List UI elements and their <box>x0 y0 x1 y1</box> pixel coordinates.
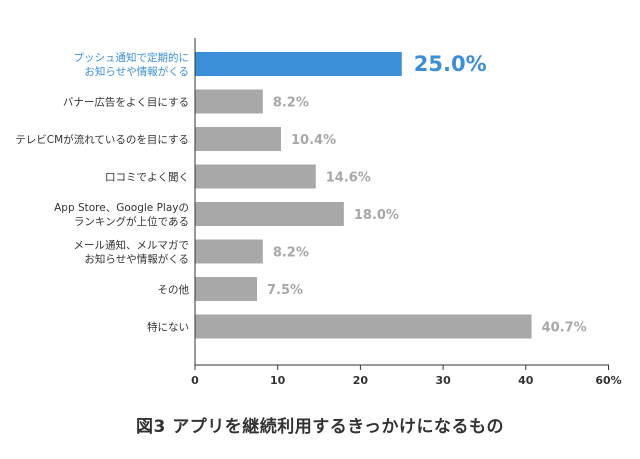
x-tick-label-3: 30 <box>435 374 451 387</box>
bar-4 <box>195 202 344 226</box>
category-label-5-0: メール通知、メルマガで <box>74 239 190 252</box>
value-label-1: 8.2% <box>273 96 309 111</box>
category-label-0-1: お知らせや情報がくる <box>84 65 189 78</box>
category-label-5-1: お知らせや情報がくる <box>84 253 189 266</box>
x-tick-label-5: 60% <box>595 374 621 387</box>
bar-6 <box>195 277 258 301</box>
value-label-7: 40.7% <box>542 321 587 336</box>
value-label-2: 10.4% <box>291 133 336 148</box>
x-tick-label-0: 0 <box>191 374 199 387</box>
bar-5 <box>195 239 263 264</box>
category-label-2: テレビCMが流れているのを目にする <box>15 133 189 146</box>
category-label-7: 特にない <box>147 322 189 334</box>
value-label-4: 18.0% <box>354 208 399 223</box>
bar-3 <box>195 164 316 189</box>
chart-caption: 図3 アプリを継続利用するきっかけになるもの <box>135 417 505 437</box>
category-label-4-1: ランキングが上位である <box>74 215 189 228</box>
bar-1 <box>195 89 263 114</box>
value-label-0: 25.0% <box>414 52 487 76</box>
category-label-3: 口コミでよく聞く <box>105 172 189 184</box>
bar-0 <box>195 52 402 76</box>
category-label-4-0: App Store、Google Playの <box>54 202 189 214</box>
x-tick-label-1: 10 <box>270 374 286 387</box>
x-tick-label-4: 40 <box>518 374 534 387</box>
value-label-3: 14.6% <box>326 171 371 186</box>
category-label-0-0: プッシュ通知で定期的に <box>74 51 190 64</box>
value-label-5: 8.2% <box>273 246 309 261</box>
bar-2 <box>195 127 282 151</box>
bar-7 <box>195 314 532 339</box>
x-tick-label-2: 20 <box>353 374 369 387</box>
category-label-6: その他 <box>158 283 190 296</box>
category-label-1: バナー広告をよく目にする <box>63 96 189 109</box>
value-label-6: 7.5% <box>267 283 303 298</box>
